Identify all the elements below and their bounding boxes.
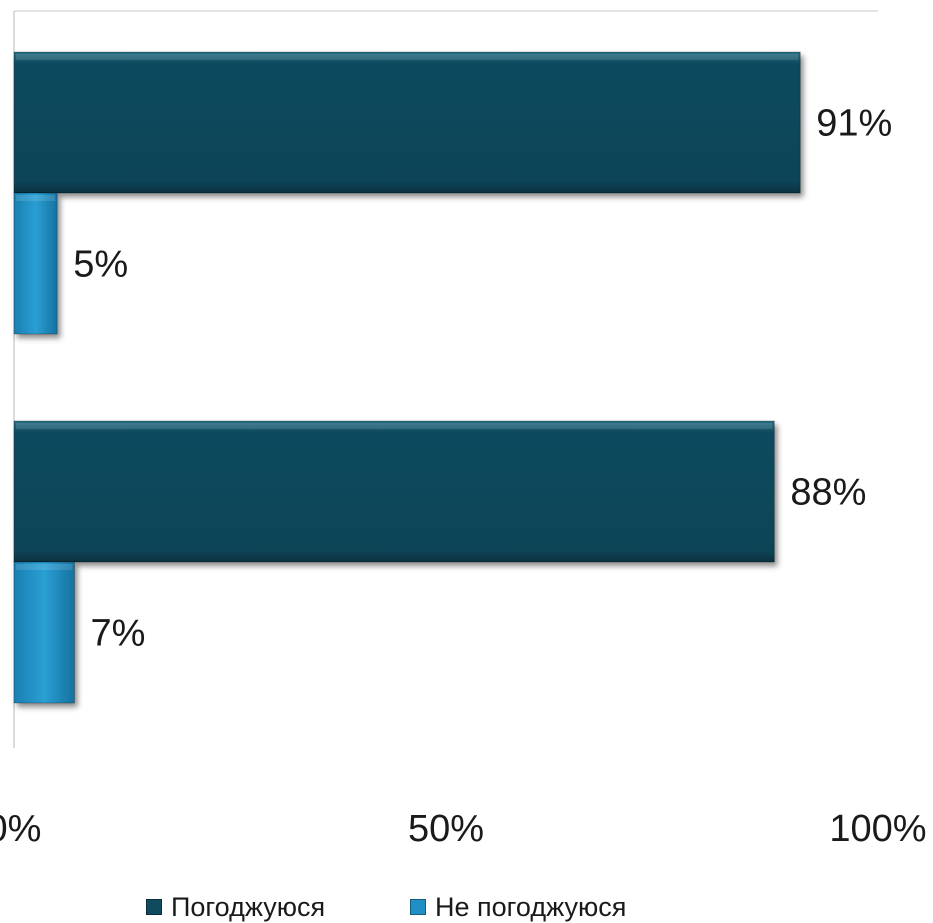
bar-bevel-disagree-1 (16, 195, 56, 201)
bars-layer (13, 51, 801, 704)
bar-disagree-2 (13, 561, 75, 704)
bar-chart: 91% 88% 5% 7% 0% 50% 100% (0, 10, 927, 850)
legend-label-disagree: Не погоджуюся (435, 892, 627, 922)
bar-agree-2 (13, 420, 775, 563)
bar-bevel-disagree-2 (16, 564, 73, 570)
data-labels-layer: 91% 88% 5% 7% (73, 103, 892, 655)
legend-label-agree: Погоджуюся (171, 892, 326, 922)
bar-agree-1 (13, 51, 801, 194)
data-label-disagree-1: 5% (73, 244, 128, 286)
x-tick-label: 100% (829, 808, 926, 850)
bar-bevel-agree-1 (16, 54, 799, 60)
legend: Погоджуюся Не погоджуюся (0, 888, 933, 923)
data-label-agree-2: 88% (790, 472, 866, 514)
x-tick-label: 0% (0, 808, 41, 850)
legend-swatch-disagree (410, 899, 426, 915)
data-label-agree-1: 91% (816, 103, 892, 145)
legend-item-agree: Погоджуюся (146, 892, 325, 922)
x-tick-labels: 0% 50% 100% (0, 808, 927, 850)
data-label-disagree-2: 7% (90, 613, 145, 655)
x-tick-label: 50% (408, 808, 484, 850)
bar-bevel-agree-2 (16, 423, 773, 429)
legend-item-disagree: Не погоджуюся (410, 892, 626, 922)
legend-swatch-agree (146, 899, 162, 915)
bar-disagree-1 (13, 192, 58, 335)
